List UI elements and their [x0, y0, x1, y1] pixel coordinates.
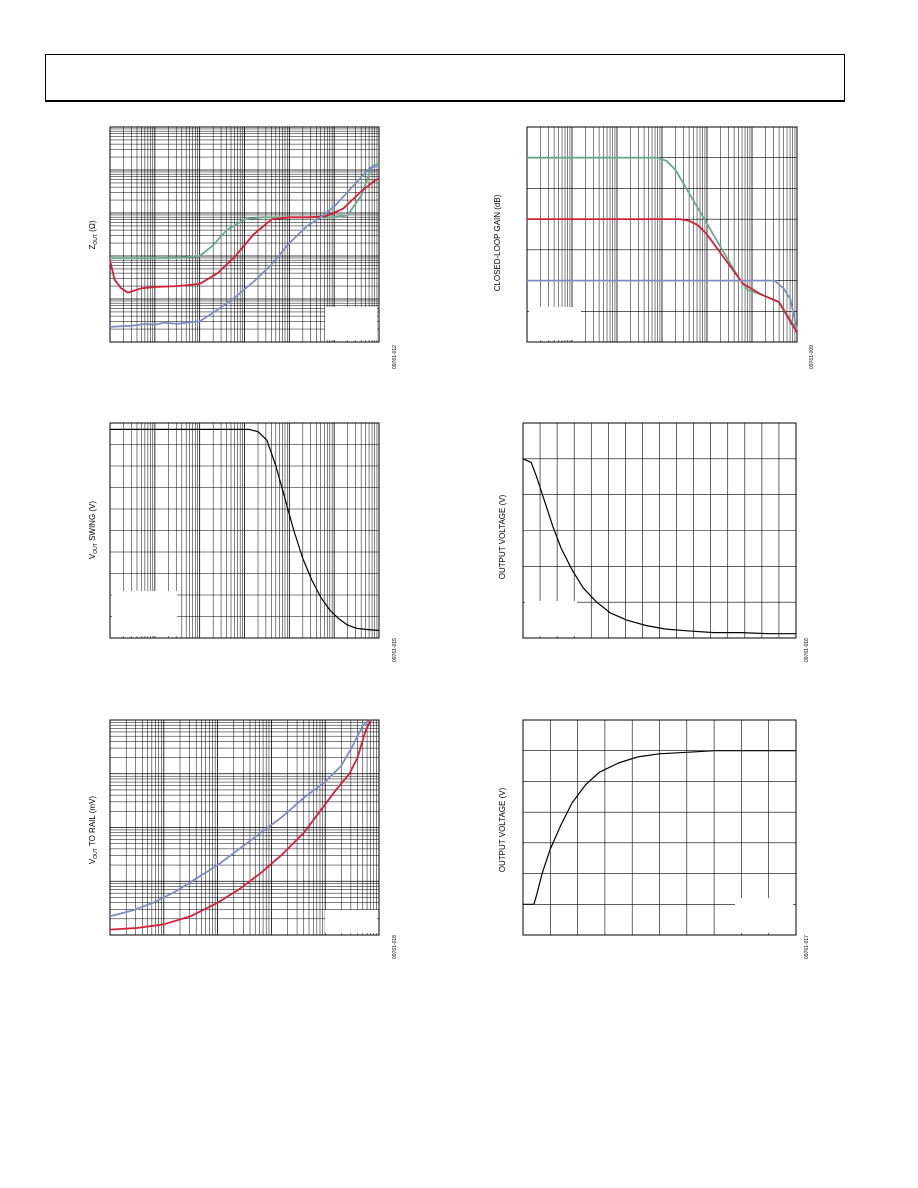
series-line-red	[109, 719, 372, 931]
swing-fig-code: 09761-015	[392, 638, 398, 662]
series-line-red	[527, 218, 798, 334]
overload-ylabel: OUTPUT VOLTAGE (V)	[498, 494, 507, 579]
plot-frame	[526, 126, 798, 343]
chart-swing	[109, 422, 380, 639]
clgain-ylabel: CLOSED-LOOP GAIN (dB)	[493, 194, 502, 291]
clgain-fig-code: 09761-009	[809, 345, 815, 369]
legend-box	[735, 898, 793, 933]
series-line-blue	[109, 164, 380, 328]
series-line-green	[527, 156, 798, 331]
overload-fig-code: 09761-016	[804, 638, 810, 662]
series-line-blue	[527, 279, 798, 330]
page-header-box	[45, 54, 845, 102]
plot-frame	[522, 422, 797, 639]
plot-layer	[109, 126, 798, 936]
series-line-black	[110, 428, 380, 632]
series-line-black	[522, 458, 796, 635]
chart-zout	[109, 126, 380, 343]
zout-ylabel: ZOUT (Ω)	[88, 220, 99, 249]
chart-step	[522, 719, 797, 936]
legend-box	[325, 307, 377, 340]
legend-box	[112, 591, 177, 636]
chart-overload	[522, 422, 797, 639]
swing-ylabel: VOUT SWING (V)	[88, 501, 99, 559]
zout-fig-code: 09761-012	[392, 345, 398, 369]
plot-frame	[109, 422, 380, 639]
legend-box	[325, 910, 377, 933]
series-line-green	[110, 162, 380, 260]
rail-ylabel: VOUT TO RAIL (mV)	[88, 796, 99, 865]
chart-rail	[109, 719, 380, 936]
plot-frame	[109, 126, 380, 343]
step-ylabel: OUTPUT VOLTAGE (V)	[498, 787, 507, 872]
plot-frame	[109, 719, 380, 936]
series-line-blue	[109, 719, 372, 918]
rail-fig-code: 09761-018	[392, 935, 398, 959]
legend-box	[529, 307, 581, 340]
plot-frame	[522, 719, 797, 936]
series-line-red	[109, 177, 380, 294]
series-line-black	[523, 750, 796, 905]
step-fig-code: 09761-017	[804, 935, 810, 959]
chart-clgain	[526, 126, 798, 343]
legend-box	[525, 601, 577, 636]
